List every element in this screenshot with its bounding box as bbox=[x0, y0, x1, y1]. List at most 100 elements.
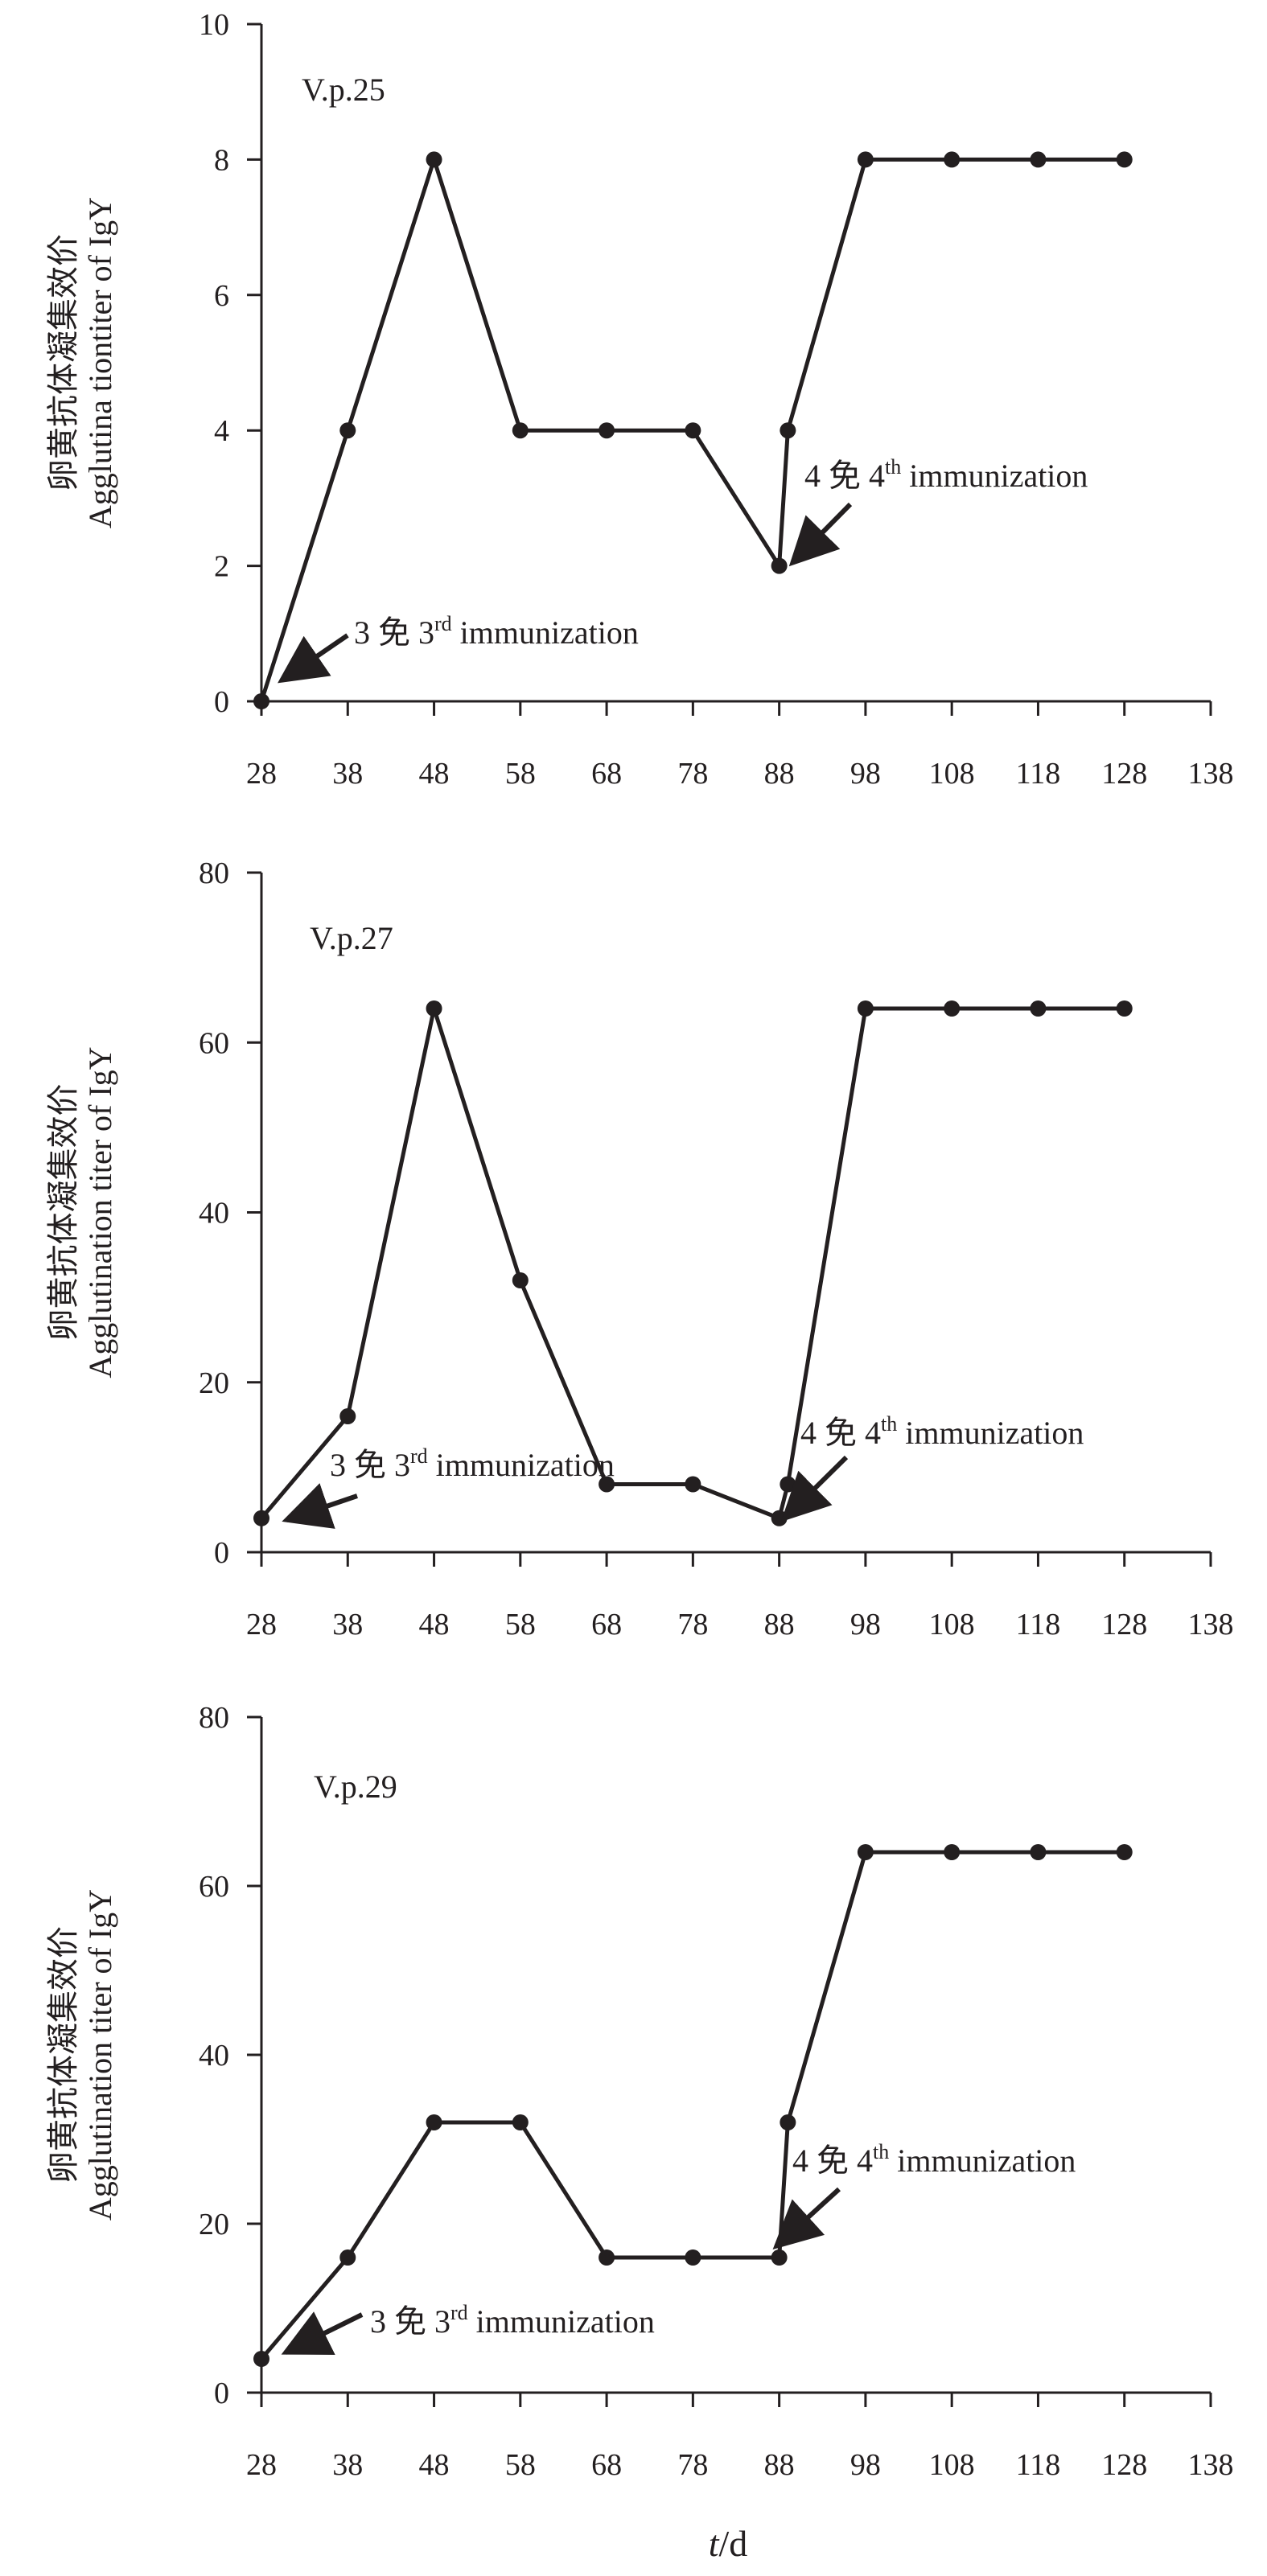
x-tick-label: 108 bbox=[929, 1608, 975, 1641]
x-tick-label: 28 bbox=[246, 1608, 277, 1641]
annotation-prefix: 4 免 4 bbox=[800, 1415, 881, 1451]
x-tick-label: 48 bbox=[419, 757, 450, 791]
data-point bbox=[780, 2114, 796, 2130]
x-tick-label: 98 bbox=[850, 757, 881, 791]
data-point bbox=[857, 1000, 874, 1017]
annotation-arrow bbox=[281, 2311, 364, 2355]
x-tick-label: 88 bbox=[764, 757, 795, 791]
data-point bbox=[1116, 1000, 1133, 1017]
x-tick-label: 138 bbox=[1188, 1608, 1234, 1641]
y-tick-label: 0 bbox=[214, 2377, 229, 2410]
y-tick-label: 0 bbox=[214, 1536, 229, 1570]
data-point bbox=[685, 1476, 701, 1493]
y-tick-label: 8 bbox=[214, 143, 229, 177]
panel-title: V.p.27 bbox=[310, 920, 393, 956]
annotation-prefix: 3 免 3 bbox=[330, 1447, 410, 1483]
x-tick-label: 68 bbox=[591, 1608, 622, 1641]
data-point bbox=[599, 422, 615, 439]
data-point bbox=[857, 1844, 874, 1860]
data-point bbox=[253, 693, 269, 709]
y-tick-label: 60 bbox=[199, 1870, 229, 1904]
y-axis-label-cn: 卵黄抗体凝集效价 bbox=[45, 1084, 81, 1341]
y-tick-label: 60 bbox=[199, 1026, 229, 1060]
y-tick-label: 4 bbox=[214, 414, 229, 448]
annotation-arrow bbox=[780, 1455, 849, 1522]
annotation-text: 4 免 4th immunization bbox=[800, 1412, 1084, 1451]
annotation-text: 3 免 3rd immunization bbox=[354, 612, 639, 651]
data-point bbox=[253, 2351, 269, 2367]
y-tick-label: 20 bbox=[199, 2208, 229, 2241]
data-point bbox=[1030, 151, 1047, 168]
data-point bbox=[944, 151, 961, 168]
x-axis-label: t/d bbox=[709, 2523, 748, 2564]
data-point bbox=[512, 2114, 529, 2130]
y-axis-label-cn: 卵黄抗体凝集效价 bbox=[45, 1926, 81, 2184]
x-tick-label: 138 bbox=[1188, 2448, 1234, 2482]
annotation-sup: th bbox=[885, 455, 901, 479]
series-line bbox=[259, 157, 1125, 702]
x-tick-label: 118 bbox=[1016, 2448, 1061, 2482]
x-tick-label: 78 bbox=[677, 757, 708, 791]
annotation-arrow bbox=[282, 1483, 358, 1529]
x-tick-label: 28 bbox=[246, 2448, 277, 2482]
x-tick-label: 88 bbox=[764, 2448, 795, 2482]
panel-2: 0 20 40 60 80 28 38 48 58 68 78 88 98 108 118 128 138 V.p… bbox=[45, 857, 1234, 1641]
x-tick-label: 38 bbox=[332, 757, 363, 791]
annotation-suffix: immunization bbox=[889, 2143, 1076, 2179]
annotation-text: 4 免 4th immunization bbox=[792, 2140, 1076, 2179]
x-tick-label: 108 bbox=[929, 2448, 975, 2482]
annotation-sup: rd bbox=[434, 612, 452, 635]
x-tick-label: 48 bbox=[419, 1608, 450, 1641]
y-axis-label-cn: 卵黄抗体凝集效价 bbox=[45, 234, 81, 491]
data-point bbox=[780, 1476, 796, 1493]
data-point bbox=[944, 1000, 961, 1017]
data-point bbox=[857, 151, 874, 168]
annotation-prefix: 4 免 4 bbox=[792, 2143, 873, 2179]
x-tick-label: 138 bbox=[1188, 757, 1234, 791]
y-axis-label-en: Agglutination titer of IgY bbox=[82, 1889, 118, 2221]
data-point bbox=[771, 557, 788, 574]
y-tick-label: 40 bbox=[199, 2039, 229, 2073]
annotation-text: 3 免 3rd immunization bbox=[370, 2301, 655, 2340]
x-tick-label: 68 bbox=[591, 757, 622, 791]
x-tick-label: 28 bbox=[246, 757, 277, 791]
data-point bbox=[253, 1510, 269, 1526]
data-point bbox=[1030, 1000, 1047, 1017]
y-tick-label: 0 bbox=[214, 685, 229, 719]
x-axis-label-italic: t bbox=[709, 2523, 720, 2564]
annotation-sup: th bbox=[881, 1412, 897, 1436]
data-point bbox=[599, 2249, 615, 2266]
x-tick-label: 88 bbox=[764, 1608, 795, 1641]
annotation-text: 3 免 3rd immunization bbox=[330, 1444, 615, 1483]
x-tick-label: 58 bbox=[505, 2448, 536, 2482]
annotation-arrow bbox=[772, 2187, 841, 2250]
y-tick-label: 40 bbox=[199, 1197, 229, 1230]
data-point bbox=[685, 422, 701, 439]
x-tick-label: 78 bbox=[677, 2448, 708, 2482]
annotation-sup: rd bbox=[450, 2301, 468, 2324]
data-point bbox=[599, 1476, 615, 1493]
annotation-suffix: immunization bbox=[901, 458, 1088, 494]
annotation-sup: th bbox=[873, 2140, 889, 2163]
annotation-suffix: immunization bbox=[897, 1415, 1084, 1451]
annotation-arrow bbox=[278, 633, 349, 684]
data-point bbox=[1116, 1844, 1133, 1860]
x-tick-label: 118 bbox=[1016, 1608, 1061, 1641]
data-point bbox=[339, 422, 356, 439]
y-tick-label: 20 bbox=[199, 1366, 229, 1400]
annotation-suffix: immunization bbox=[428, 1447, 615, 1483]
x-tick-label: 78 bbox=[677, 1608, 708, 1641]
x-tick-label: 98 bbox=[850, 2448, 881, 2482]
data-point bbox=[339, 1408, 356, 1424]
annotation-prefix: 3 免 3 bbox=[354, 614, 434, 651]
x-tick-label: 38 bbox=[332, 2448, 363, 2482]
data-point bbox=[1030, 1844, 1047, 1860]
y-axis-label-en: Agglutination titer of IgY bbox=[82, 1046, 118, 1378]
x-tick-label: 118 bbox=[1016, 757, 1061, 791]
annotation-prefix: 3 免 3 bbox=[370, 2303, 450, 2340]
series-line bbox=[260, 1850, 1125, 2360]
data-point bbox=[426, 1000, 442, 1017]
x-tick-label: 128 bbox=[1101, 1608, 1147, 1641]
